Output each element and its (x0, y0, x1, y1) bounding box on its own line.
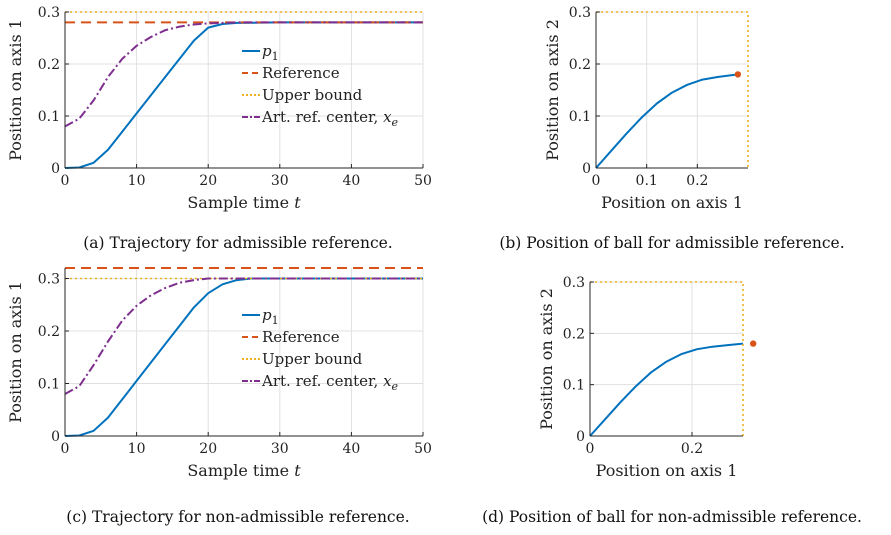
panel-caption: (a) Trajectory for admissible reference. (83, 234, 392, 252)
series-line-art-ref-center-xe (64, 21, 423, 128)
series-line-p1 (64, 277, 423, 437)
legend-label: Reference (262, 328, 340, 346)
x-tick-label: 0.1 (636, 173, 658, 189)
x-axis-label: Sample time t (187, 193, 301, 212)
panel-a: 0 10 20 30 40 50 0 0.1 0.2 0.3 Sample time t Positi… (6, 5, 432, 252)
x-tick-label: 0 (586, 441, 595, 457)
panel-b: 0 0.1 0.2 0 0.1 0.2 0.3 Position on axis 1 Posit… (499, 5, 844, 252)
x-tick-label: 10 (128, 441, 146, 457)
x-tick-label: 0 (61, 441, 70, 457)
x-axis-label: Position on axis 1 (601, 193, 743, 212)
x-tick-label: 30 (271, 173, 289, 189)
series-line-art-ref-center-xe (64, 277, 423, 395)
y-tick-label: 0.1 (38, 377, 60, 393)
endpoint-marker (734, 71, 742, 78)
x-tick-label: 10 (128, 173, 146, 189)
x-tick-label: 20 (199, 173, 217, 189)
y-tick-label: 0.2 (38, 57, 60, 73)
x-tick-label: 30 (271, 441, 289, 457)
y-axis-label: Position on axis 1 (6, 19, 25, 161)
y-tick-label: 0.2 (563, 326, 585, 342)
legend-label: Art. ref. center, xe (261, 108, 399, 129)
x-tick-label: 50 (414, 441, 432, 457)
x-axis-label: Sample time t (187, 461, 301, 480)
series-line-bound (590, 281, 744, 436)
series-line-trajectory (595, 73, 739, 169)
x-tick-label: 40 (342, 441, 360, 457)
x-tick-label: 50 (414, 173, 432, 189)
endpoint-marker (750, 340, 757, 347)
panel-caption: (d) Position of ball for non-admissible … (482, 508, 862, 526)
series-line-trajectory (589, 342, 744, 437)
y-axis-label: Position on axis 2 (537, 288, 556, 430)
y-tick-label: 0.1 (563, 378, 585, 394)
x-tick-label: 0 (61, 173, 70, 189)
y-axis-label: Position on axis 1 (6, 281, 25, 423)
y-tick-label: 0.3 (38, 5, 60, 21)
x-tick-label: 40 (342, 173, 360, 189)
legend-label: Art. ref. center, xe (261, 372, 399, 393)
x-tick-label: 0.2 (681, 441, 703, 457)
y-tick-label: 0.1 (569, 109, 591, 125)
panel-c: 0 10 20 30 40 50 0 0.1 0.2 0.3 Sample time t Positi… (6, 267, 432, 526)
y-tick-label: 0 (582, 161, 591, 177)
x-tick-label: 20 (199, 441, 217, 457)
x-tick-label: 0.2 (686, 173, 708, 189)
x-axis-label: Position on axis 1 (596, 461, 738, 480)
y-tick-label: 0.3 (563, 275, 585, 291)
y-tick-label: 0.3 (569, 5, 591, 21)
y-tick-label: 0 (51, 429, 60, 445)
legend-label: Reference (262, 64, 340, 82)
y-tick-label: 0.2 (38, 324, 60, 340)
y-tick-label: 0 (51, 161, 60, 177)
y-tick-label: 0.3 (38, 272, 60, 288)
series-line-bound (596, 11, 749, 168)
legend-label: Upper bound (262, 86, 363, 104)
legend-label: Upper bound (262, 350, 363, 368)
legend-label: p1 (262, 42, 279, 63)
y-axis-label: Position on axis 2 (543, 19, 562, 161)
y-tick-label: 0.2 (569, 57, 591, 73)
y-tick-label: 0 (576, 429, 585, 445)
y-tick-label: 0.1 (38, 109, 60, 125)
panel-caption: (c) Trajectory for non-admissible refere… (66, 508, 409, 526)
panel-caption: (b) Position of ball for admissible refe… (499, 234, 844, 252)
legend-label: p1 (262, 306, 279, 327)
panel-d: 0 0.2 0 0.1 0.2 0.3 Position on axis 1 Position… (482, 275, 862, 526)
x-tick-label: 0 (592, 173, 601, 189)
